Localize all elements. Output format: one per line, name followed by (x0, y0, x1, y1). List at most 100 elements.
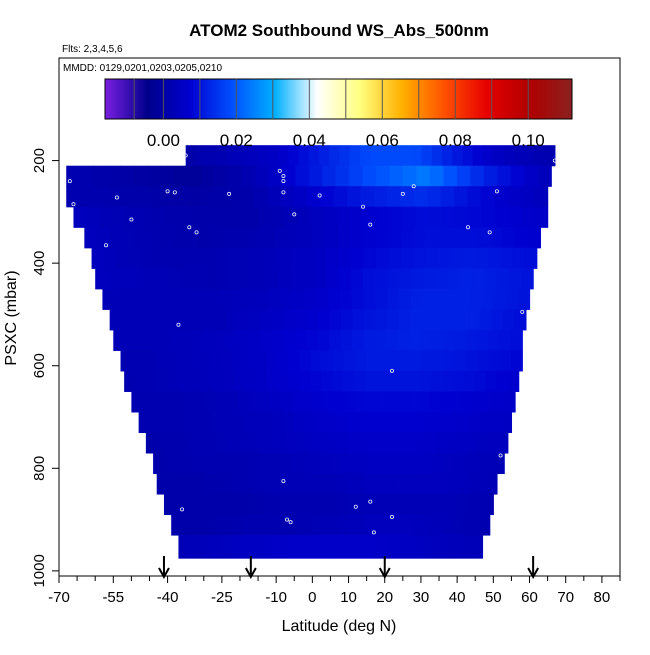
heatmap-cell (452, 145, 464, 167)
heatmap-cell (277, 247, 291, 269)
heatmap-cell (484, 452, 496, 475)
heatmap-cell (383, 473, 394, 495)
heatmap-cell (228, 493, 238, 516)
heatmap-cell (138, 288, 151, 310)
heatmap-cell (295, 165, 310, 187)
heatmap-cell (252, 247, 266, 269)
heatmap-cell (534, 145, 546, 167)
heatmap-cell (433, 309, 446, 331)
heatmap-cell (242, 411, 254, 433)
sample-points (67, 153, 557, 535)
heatmap-cell (254, 350, 267, 372)
sample-point (389, 368, 394, 373)
heatmap-cell (212, 534, 222, 559)
heatmap-cell (269, 391, 282, 413)
arrow-head-3 (527, 567, 540, 580)
heatmap-cell (222, 473, 233, 495)
heatmap-cell (231, 411, 243, 433)
heatmap-cell (262, 411, 274, 433)
heatmap-cell (376, 411, 388, 433)
heatmap-cell (299, 227, 313, 249)
heatmap-cell (154, 350, 166, 372)
heatmap-cell (401, 514, 411, 536)
heatmap-cell (431, 145, 443, 167)
heatmap-cell (447, 432, 459, 454)
heatmap-cell (268, 165, 283, 187)
heatmap-cell (236, 309, 250, 331)
heatmap-cell (173, 493, 183, 516)
heatmap-cell (513, 145, 525, 167)
heatmap-cell (312, 227, 326, 249)
x-axis: -70 -55 -40 -25 -10 0 10 20 30 40 50 60 70 80 (48, 576, 621, 606)
heatmap-cell (423, 534, 433, 559)
sample-point (400, 191, 405, 196)
heatmap-cell (330, 514, 340, 536)
heatmap-cell (202, 309, 215, 331)
heatmap-cell (425, 247, 439, 269)
heatmap-cell (445, 514, 455, 536)
heatmap-cell (329, 329, 342, 351)
heatmap-cell (270, 452, 281, 475)
heatmap-cell (128, 247, 142, 269)
heatmap-cell (409, 370, 421, 392)
heatmap-cell (178, 206, 193, 228)
heatmap-cell (147, 329, 160, 351)
heatmap-cell (241, 165, 256, 187)
heatmap-cell (442, 329, 455, 351)
heatmap-cell (86, 206, 101, 228)
heatmap-cell (406, 452, 418, 475)
heatmap-cell (107, 268, 121, 290)
heatmap-cell (426, 227, 440, 249)
heatmap-cell (401, 145, 412, 167)
heatmap-cell (438, 493, 449, 516)
heatmap-cell (377, 452, 388, 475)
heatmap-cell (215, 247, 229, 269)
x-axis-title: Latitude (deg N) (282, 618, 397, 635)
heatmap-cell (521, 206, 536, 228)
heatmap-cell (124, 329, 137, 351)
colorbar-label-2: 0.04 (293, 131, 326, 150)
heatmap-cell (279, 473, 290, 495)
heatmap-cell (271, 534, 281, 559)
heatmap-cell (383, 514, 393, 536)
heatmap-cell (456, 493, 467, 516)
heatmap-cell (468, 473, 479, 495)
heatmap-cell (246, 534, 256, 559)
heatmap-cell (435, 268, 449, 290)
heatmap-cell (95, 268, 108, 290)
heatmap-cell (465, 493, 476, 516)
heatmap-cell (145, 432, 157, 454)
heatmap-cell (428, 411, 440, 433)
heatmap-cell (143, 268, 157, 290)
heatmap-cell (216, 145, 228, 167)
heatmap-cell (194, 473, 205, 495)
heatmap-cell (454, 514, 464, 536)
heatmap-cell (139, 206, 154, 228)
heatmap-cell (450, 247, 464, 269)
heatmap-cell (296, 534, 306, 559)
heatmap-cell (135, 227, 149, 249)
heatmap-cell (260, 473, 271, 495)
heatmap-cell (172, 452, 183, 475)
heatmap-cell (418, 514, 429, 536)
heatmap-cell (467, 432, 479, 454)
heatmap-cell (102, 288, 115, 310)
heatmap-cell (271, 206, 285, 228)
heatmap-cell (410, 493, 421, 516)
heatmap-cell (420, 493, 430, 516)
heatmap-cell (191, 493, 202, 516)
heatmap-cell (438, 411, 450, 433)
flights-note: Flts: 2,3,4,5,6 (62, 44, 123, 55)
heatmap-cell (363, 329, 376, 351)
heatmap-cell (375, 309, 388, 331)
heatmap-cell (182, 452, 193, 475)
heatmap-cell (499, 247, 513, 269)
heatmap-cell (153, 247, 167, 269)
heatmap-cell (299, 370, 312, 392)
y-axis: 200 400 600 800 1000 (31, 148, 59, 588)
heatmap-cell (376, 391, 388, 413)
heatmap-cell (387, 186, 402, 208)
heatmap-cell (477, 350, 490, 372)
heatmap-cell (399, 350, 412, 372)
heatmap-cell (312, 514, 323, 536)
